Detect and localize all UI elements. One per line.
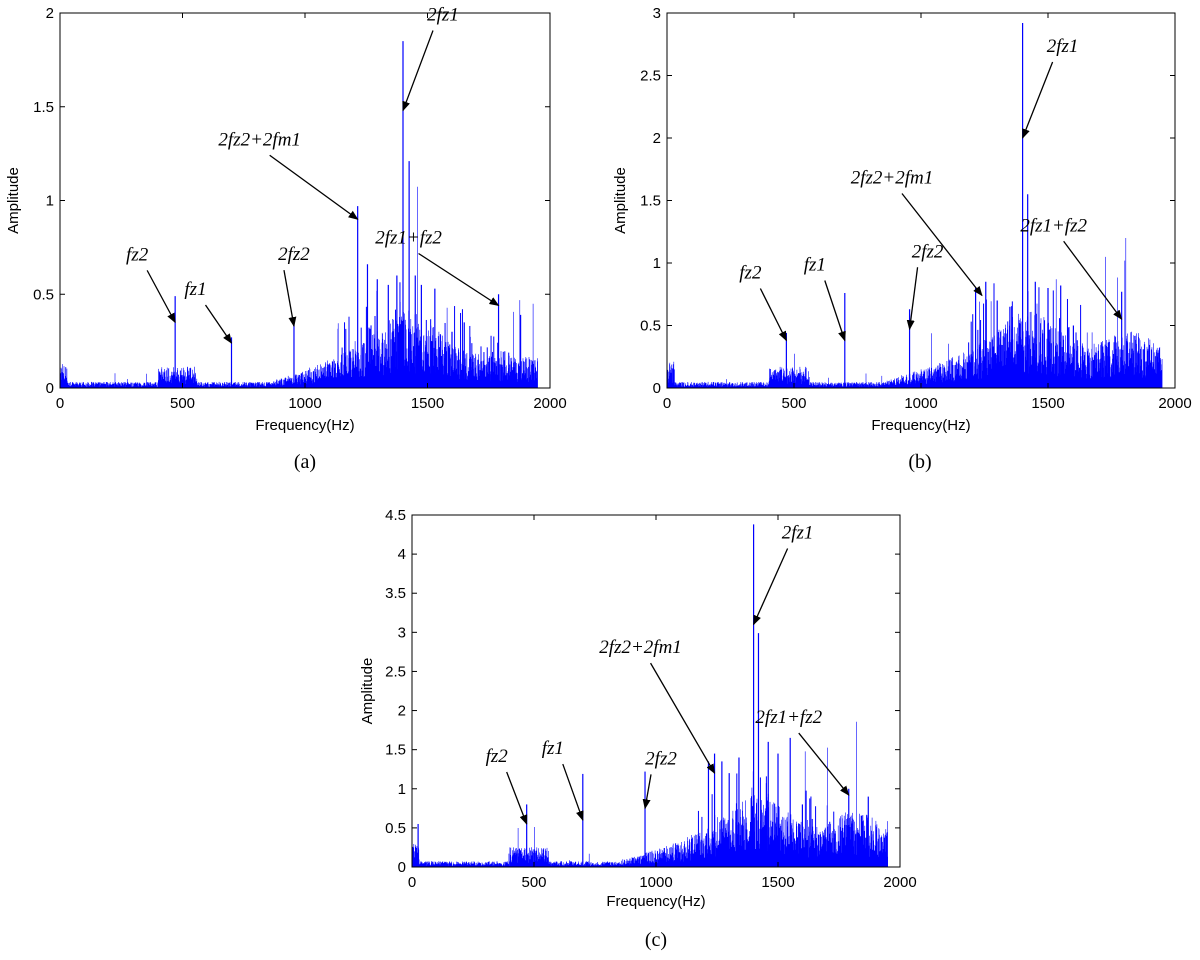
annotation-arrow bbox=[146, 270, 176, 324]
y-axis-label: Amplitude bbox=[5, 167, 22, 234]
y-tick-label: 2.5 bbox=[640, 68, 661, 85]
annotation-arrow bbox=[1021, 61, 1054, 139]
y-tick-label: 0 bbox=[46, 380, 54, 397]
x-tick-label: 1500 bbox=[1031, 395, 1064, 412]
x-tick-label: 2000 bbox=[883, 874, 916, 891]
y-tick-label: 2.5 bbox=[385, 663, 406, 680]
y-tick-label: 2 bbox=[653, 130, 661, 147]
y-axis-label: Amplitude bbox=[612, 167, 629, 234]
annotation-label: 2fz1 bbox=[1047, 36, 1079, 57]
x-tick-label: 1000 bbox=[904, 395, 937, 412]
y-tick-label: 0 bbox=[398, 859, 406, 876]
y-tick-label: 1.5 bbox=[385, 742, 406, 759]
y-tick-label: 1.5 bbox=[640, 193, 661, 210]
annotation-label: 2fz2+2fm1 bbox=[851, 168, 934, 189]
y-tick-label: 1.5 bbox=[33, 99, 54, 116]
y-tick-label: 3.5 bbox=[385, 585, 406, 602]
annotation-arrow bbox=[901, 193, 983, 297]
annotation-label: 2fz1+fz2 bbox=[755, 707, 822, 728]
x-tick-label: 0 bbox=[56, 395, 64, 412]
annotation-arrow bbox=[759, 288, 787, 342]
annotation-label: fz2 bbox=[486, 746, 509, 767]
annotation-label: fz1 bbox=[542, 738, 564, 759]
annotation-label: 2fz2+2fm1 bbox=[599, 637, 682, 658]
annotation-arrow bbox=[562, 763, 584, 822]
x-tick-label: 0 bbox=[663, 395, 671, 412]
spectrum-noise bbox=[412, 721, 888, 867]
annotation-arrow bbox=[1063, 240, 1123, 321]
annotation-arrow bbox=[418, 252, 500, 307]
annotation-label: fz2 bbox=[126, 244, 149, 265]
chart-panel-b: 0 500 1000 1500 2000 0 0.5 1 1.5 2 2.5 3 Frequency(H… bbox=[612, 5, 1192, 473]
annotation-label: fz2 bbox=[739, 263, 762, 284]
annotation-arrow bbox=[824, 280, 846, 342]
y-tick-label: 0.5 bbox=[33, 286, 54, 303]
annotation-label: 2fz2 bbox=[645, 748, 677, 769]
spectrum-noise bbox=[60, 186, 538, 388]
x-axis-label: Frequency(Hz) bbox=[255, 417, 354, 434]
panel-label: (b) bbox=[908, 451, 931, 473]
y-tick-label: 3 bbox=[653, 5, 661, 22]
x-tick-label: 1500 bbox=[411, 395, 444, 412]
x-tick-label: 500 bbox=[521, 874, 546, 891]
x-tick-label: 1000 bbox=[639, 874, 672, 891]
x-tick-label: 2000 bbox=[533, 395, 566, 412]
annotation-arrow bbox=[798, 732, 850, 796]
x-tick-label: 0 bbox=[408, 874, 416, 891]
plot-frame bbox=[666, 12, 1176, 389]
annotation-label: 2fz1 bbox=[427, 5, 459, 26]
y-tick-label: 0.5 bbox=[385, 820, 406, 837]
annotation-arrow bbox=[642, 774, 652, 810]
annotation-arrow bbox=[402, 30, 434, 112]
annotation-arrow bbox=[753, 548, 789, 626]
annotation-arrow bbox=[204, 304, 233, 344]
y-tick-label: 0 bbox=[653, 380, 661, 397]
x-tick-label: 1000 bbox=[288, 395, 321, 412]
annotation-label: 2fz1+fz2 bbox=[375, 228, 442, 249]
x-axis-label: Frequency(Hz) bbox=[871, 417, 970, 434]
annotation-arrow bbox=[283, 270, 297, 328]
annotation-label: 2fz2 bbox=[278, 244, 310, 265]
y-tick-label: 4 bbox=[398, 546, 406, 563]
panel-label: (a) bbox=[294, 451, 316, 473]
annotation-label: 2fz2+2fm1 bbox=[218, 129, 301, 150]
y-axis-label: Amplitude bbox=[359, 658, 376, 725]
x-tick-label: 500 bbox=[170, 395, 195, 412]
annotation-arrow bbox=[506, 771, 528, 825]
annotation-arrow bbox=[906, 267, 919, 331]
annotation-label: 2fz2 bbox=[912, 241, 944, 262]
chart-panel-a: 0 500 1000 1500 2000 0 0.5 1 1.5 2 Frequency(Hz) Am… bbox=[5, 5, 567, 474]
annotation-label: 2fz1+fz2 bbox=[1020, 215, 1087, 236]
y-tick-label: 1 bbox=[398, 781, 406, 798]
annotation-label: fz1 bbox=[804, 255, 826, 276]
annotation-arrow bbox=[269, 154, 359, 220]
annotation-label: fz1 bbox=[184, 279, 206, 300]
x-tick-label: 1500 bbox=[761, 874, 794, 891]
annotation-arrow bbox=[649, 662, 716, 774]
y-tick-label: 4.5 bbox=[385, 507, 406, 524]
chart-panel-c: 0 500 1000 1500 2000 0 0.5 1 1.5 2 2.5 3 3.5 4 4.5 Freq… bbox=[359, 507, 917, 951]
y-tick-label: 1 bbox=[653, 255, 661, 272]
y-tick-label: 3 bbox=[398, 624, 406, 641]
panel-label: (c) bbox=[645, 929, 667, 951]
y-tick-label: 1 bbox=[46, 193, 54, 210]
y-tick-label: 0.5 bbox=[640, 318, 661, 335]
x-tick-label: 500 bbox=[781, 395, 806, 412]
y-tick-label: 2 bbox=[46, 5, 54, 22]
plot-frame bbox=[59, 12, 551, 389]
annotation-label: 2fz1 bbox=[782, 523, 814, 544]
x-axis-label: Frequency(Hz) bbox=[606, 893, 705, 910]
y-tick-label: 2 bbox=[398, 703, 406, 720]
x-tick-label: 2000 bbox=[1158, 395, 1191, 412]
